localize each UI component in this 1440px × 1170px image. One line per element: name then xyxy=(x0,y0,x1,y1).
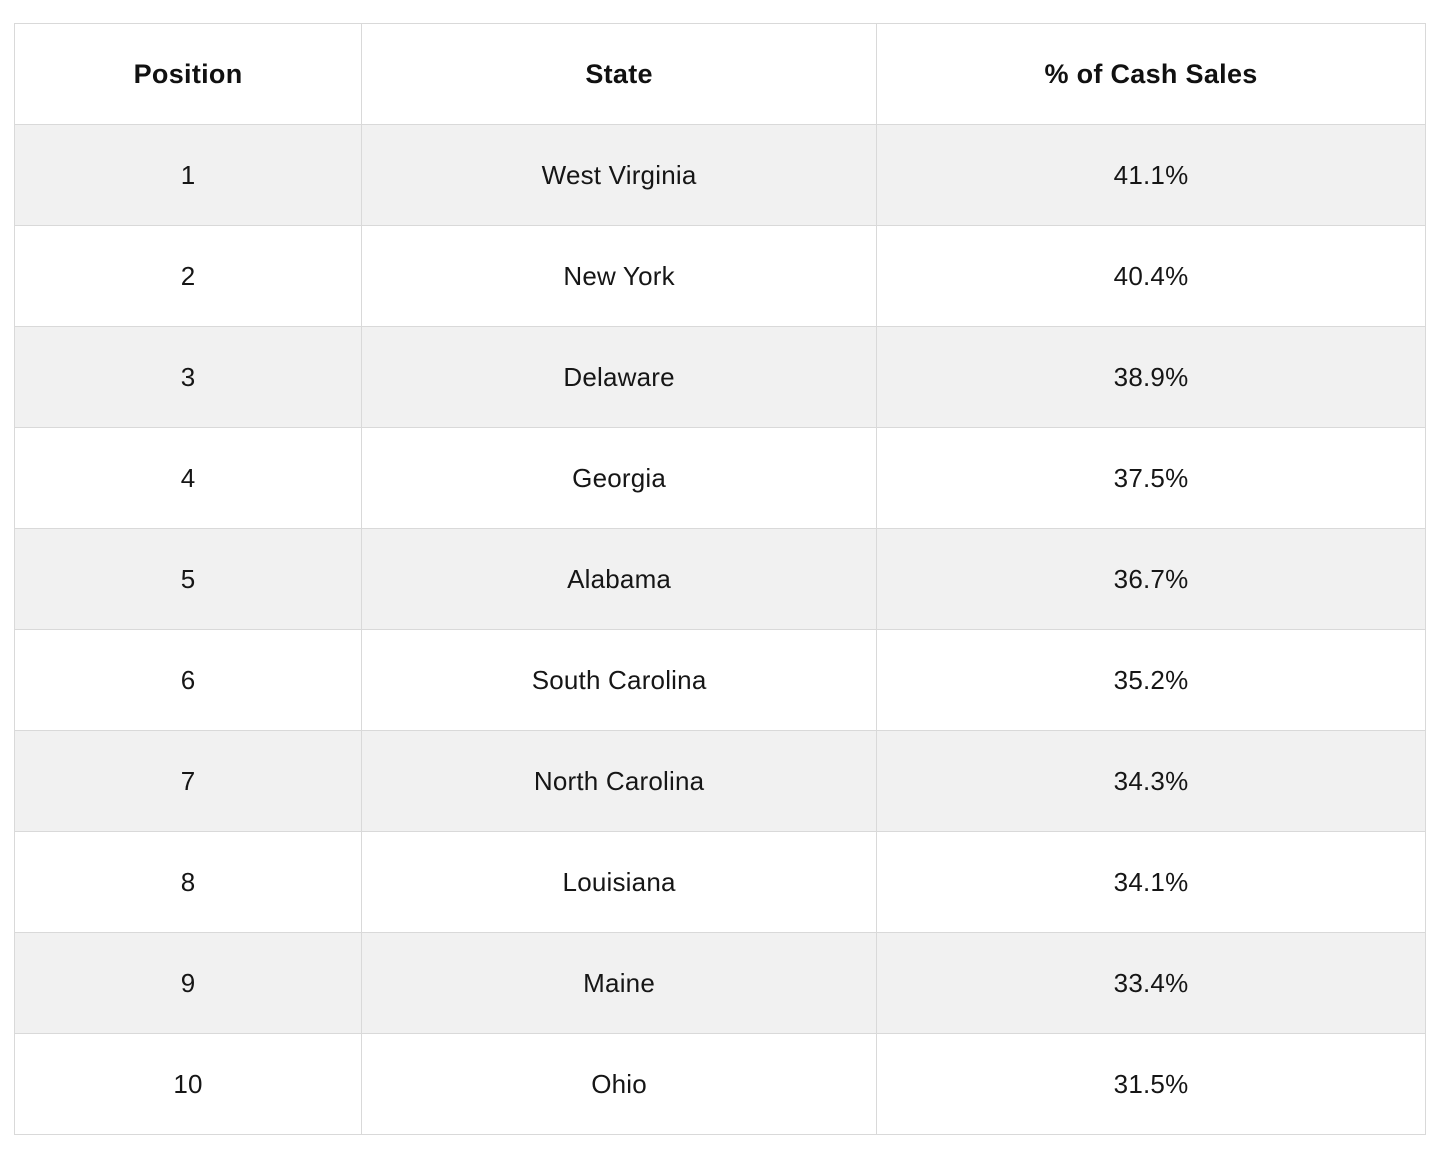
table-row: 5 Alabama 36.7% xyxy=(13,528,1426,630)
table-row: 10 Ohio 31.5% xyxy=(13,1033,1426,1135)
cell-state: Louisiana xyxy=(361,831,878,933)
cell-state: Ohio xyxy=(361,1033,878,1135)
cell-state: New York xyxy=(361,225,878,327)
cell-pct: 37.5% xyxy=(876,427,1426,529)
cell-state: Maine xyxy=(361,932,878,1034)
cell-pct: 34.3% xyxy=(876,730,1426,832)
cell-position: 2 xyxy=(13,225,363,327)
table-row: 2 New York 40.4% xyxy=(13,225,1426,327)
column-header-pct-cash-sales: % of Cash Sales xyxy=(876,23,1426,125)
cell-position: 3 xyxy=(13,326,363,428)
cash-sales-table-container: Position State % of Cash Sales 1 West Vi… xyxy=(13,23,1426,1135)
column-header-position: Position xyxy=(13,23,363,125)
cell-position: 4 xyxy=(13,427,363,529)
cell-state: South Carolina xyxy=(361,629,878,731)
cell-pct: 35.2% xyxy=(876,629,1426,731)
cell-position: 6 xyxy=(13,629,363,731)
cell-pct: 31.5% xyxy=(876,1033,1426,1135)
cell-pct: 36.7% xyxy=(876,528,1426,630)
cell-pct: 40.4% xyxy=(876,225,1426,327)
cell-position: 10 xyxy=(13,1033,363,1135)
cell-state: Delaware xyxy=(361,326,878,428)
cell-pct: 38.9% xyxy=(876,326,1426,428)
cell-position: 8 xyxy=(13,831,363,933)
table-row: 7 North Carolina 34.3% xyxy=(13,730,1426,832)
cell-position: 9 xyxy=(13,932,363,1034)
cell-pct: 33.4% xyxy=(876,932,1426,1034)
table-row: 1 West Virginia 41.1% xyxy=(13,124,1426,226)
table-row: 8 Louisiana 34.1% xyxy=(13,831,1426,933)
cell-state: Alabama xyxy=(361,528,878,630)
cash-sales-by-state-table: Position State % of Cash Sales 1 West Vi… xyxy=(13,23,1426,1135)
header-row: Position State % of Cash Sales xyxy=(13,23,1426,125)
cell-pct: 34.1% xyxy=(876,831,1426,933)
table-row: 4 Georgia 37.5% xyxy=(13,427,1426,529)
table-row: 9 Maine 33.4% xyxy=(13,932,1426,1034)
cell-state: North Carolina xyxy=(361,730,878,832)
table-body: 1 West Virginia 41.1% 2 New York 40.4% 3… xyxy=(13,124,1426,1135)
cell-state: West Virginia xyxy=(361,124,878,226)
table-header: Position State % of Cash Sales xyxy=(13,23,1426,125)
cell-position: 5 xyxy=(13,528,363,630)
cell-position: 1 xyxy=(13,124,363,226)
cell-pct: 41.1% xyxy=(876,124,1426,226)
cell-state: Georgia xyxy=(361,427,878,529)
table-row: 3 Delaware 38.9% xyxy=(13,326,1426,428)
cell-position: 7 xyxy=(13,730,363,832)
column-header-state: State xyxy=(361,23,878,125)
table-row: 6 South Carolina 35.2% xyxy=(13,629,1426,731)
